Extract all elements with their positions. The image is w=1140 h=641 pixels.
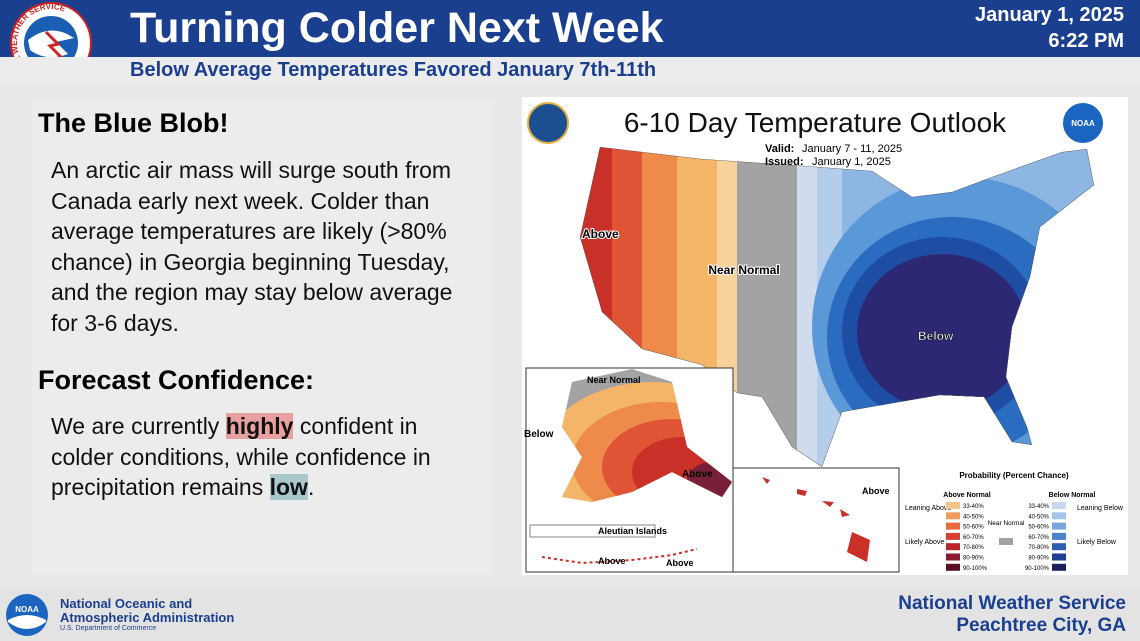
valid-label: Valid:	[765, 143, 794, 155]
legend-swatch	[1052, 563, 1066, 571]
text: confident in colder conditions, while co…	[51, 413, 431, 500]
legend-swatch	[1052, 553, 1066, 561]
subtitle: Below Average Temperatures Favored Janua…	[130, 59, 657, 81]
department: U.S. Department of Commerce	[60, 625, 157, 632]
legend-range: 70-80%	[1028, 545, 1049, 551]
legend: Probability (Percent Chance) Above Norma…	[905, 471, 1124, 546]
legend-swatch	[946, 522, 960, 530]
agency: National Oceanic and Atmospheric Adminis…	[60, 596, 235, 625]
map-label: Near Normal	[708, 263, 779, 277]
subtitle-bar	[0, 57, 1140, 85]
legend-swatch	[946, 512, 960, 520]
alaska-label: Below	[524, 429, 554, 440]
legend-swatch	[946, 502, 960, 509]
outlook-map: NOAA 6-10 Day Temperature Outlook Valid:…	[522, 97, 1128, 575]
office: National Weather Service	[898, 593, 1126, 614]
paragraph: We are currently highly confident in col…	[51, 411, 483, 503]
legend-range: 90-100%	[963, 566, 988, 572]
hawaii-inset	[732, 467, 900, 573]
legend-range: 80-90%	[963, 556, 984, 562]
logo-text: NOAA	[15, 605, 39, 614]
legend-swatch	[946, 553, 960, 561]
legend-range: 60-70%	[963, 535, 984, 541]
highlight: low	[269, 474, 308, 500]
legend-range: 90-100%	[1025, 566, 1050, 572]
date: January 1, 2025	[975, 4, 1124, 26]
footer-bar	[0, 588, 1140, 641]
alaska-label: Above	[682, 469, 713, 480]
text-panel: The Blue Blob! An arctic air mass will s…	[32, 100, 492, 575]
location: Peachtree City, GA	[956, 615, 1126, 636]
alaska-label: Above	[666, 558, 694, 568]
legend-swatch	[946, 543, 960, 551]
paragraph: An arctic air mass will surge south from…	[51, 157, 453, 336]
legend-near: Near Normal	[988, 520, 1025, 527]
noaa-logo: NOAA	[6, 594, 48, 636]
legend-swatch	[1052, 512, 1066, 520]
legend-swatch	[946, 532, 960, 540]
legend-swatch	[1052, 532, 1066, 540]
legend-range: 33-40%	[963, 504, 984, 510]
legend-swatch	[946, 563, 960, 571]
legend-swatch	[1052, 522, 1066, 530]
time: 6:22 PM	[1048, 30, 1124, 52]
legend-range: 50-60%	[963, 525, 984, 531]
legend-header: Below Normal	[1049, 492, 1096, 499]
aleutian-label: Aleutian Islands	[598, 526, 667, 536]
legend-swatch	[1052, 502, 1066, 509]
heading: Forecast Confidence:	[38, 365, 315, 395]
title: Turning Colder Next Week	[130, 4, 664, 52]
heading: The Blue Blob!	[38, 108, 229, 138]
header-bar	[0, 0, 1140, 57]
alaska-label: Near Normal	[587, 375, 641, 385]
legend-range: 40-50%	[963, 514, 984, 520]
legend-group: Likely Below	[1077, 539, 1117, 546]
legend-group: Leaning Below	[1077, 505, 1124, 512]
legend-title: Probability (Percent Chance)	[959, 471, 1069, 480]
issued-date: January 1, 2025	[812, 156, 891, 168]
highlight: highly	[225, 413, 294, 439]
legend-range: 70-80%	[963, 545, 984, 551]
map-label: Below	[918, 329, 954, 343]
noaa-logo-text: NOAA	[1071, 119, 1095, 128]
text: .	[307, 474, 315, 500]
legend-range: 80-90%	[1028, 556, 1049, 562]
map-title: 6-10 Day Temperature Outlook	[624, 107, 1007, 138]
issued-label: Issued:	[765, 156, 804, 168]
legend-range: 50-60%	[1028, 525, 1049, 531]
legend-range: 60-70%	[1028, 535, 1049, 541]
valid-dates: January 7 - 11, 2025	[802, 143, 902, 155]
legend-range: 40-50%	[1028, 514, 1049, 520]
text: We are currently	[51, 413, 226, 439]
legend-group: Leaning Above	[905, 505, 951, 512]
legend-swatch	[1052, 543, 1066, 551]
hawaii-label: Above	[862, 486, 890, 496]
legend-range: 33-40%	[1028, 504, 1049, 510]
alaska-label: Above	[598, 556, 626, 566]
legend-group: Likely Above	[905, 539, 944, 546]
legend-header: Above Normal	[943, 492, 991, 499]
map-label: Above	[582, 227, 619, 241]
